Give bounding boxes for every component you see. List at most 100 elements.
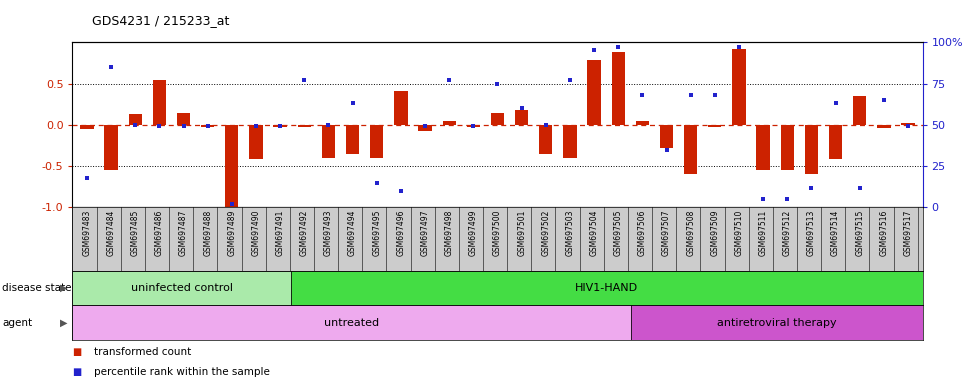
Point <box>200 123 215 129</box>
Text: GSM697503: GSM697503 <box>565 209 575 256</box>
Text: GSM697509: GSM697509 <box>710 209 720 256</box>
Bar <box>104 125 118 170</box>
Bar <box>153 80 166 125</box>
Bar <box>877 125 891 128</box>
Bar <box>72 305 631 340</box>
Text: ▶: ▶ <box>60 318 68 328</box>
Text: GSM697511: GSM697511 <box>758 209 768 255</box>
Point <box>369 179 384 185</box>
Bar <box>80 125 94 129</box>
Text: GSM697516: GSM697516 <box>879 209 889 256</box>
Text: GSM697485: GSM697485 <box>130 209 140 256</box>
Text: GSM697507: GSM697507 <box>662 209 671 256</box>
Point <box>466 123 481 129</box>
Bar <box>805 125 818 174</box>
Text: GSM697496: GSM697496 <box>396 209 406 256</box>
Point <box>562 77 578 83</box>
Text: GSM697495: GSM697495 <box>372 209 382 256</box>
Point <box>876 97 892 103</box>
Text: GSM697517: GSM697517 <box>903 209 913 256</box>
Point <box>755 196 771 202</box>
Bar <box>563 125 577 158</box>
Bar <box>273 125 287 127</box>
Point <box>224 201 240 207</box>
Bar <box>394 91 408 125</box>
Bar <box>587 60 601 125</box>
Bar <box>829 125 842 159</box>
Bar <box>201 125 214 127</box>
Point <box>393 188 409 194</box>
Bar <box>442 121 456 125</box>
Text: GSM697491: GSM697491 <box>275 209 285 256</box>
Point <box>417 123 433 129</box>
Text: GSM697484: GSM697484 <box>106 209 116 256</box>
Bar <box>370 125 384 158</box>
Point <box>248 123 264 129</box>
Text: GSM697500: GSM697500 <box>493 209 502 256</box>
Text: ■: ■ <box>72 347 82 357</box>
Point <box>900 123 916 129</box>
Text: GSM697504: GSM697504 <box>589 209 599 256</box>
Text: antiretroviral therapy: antiretroviral therapy <box>717 318 837 328</box>
Text: GSM697510: GSM697510 <box>734 209 744 256</box>
Bar <box>756 125 770 170</box>
Text: GSM697515: GSM697515 <box>855 209 865 256</box>
Text: ■: ■ <box>72 367 82 377</box>
Text: GSM697501: GSM697501 <box>517 209 526 256</box>
Text: uninfected control: uninfected control <box>130 283 233 293</box>
Point <box>514 105 529 111</box>
Text: GSM697488: GSM697488 <box>203 209 213 255</box>
Text: GSM697492: GSM697492 <box>299 209 309 256</box>
Text: transformed count: transformed count <box>94 347 191 357</box>
Text: GDS4231 / 215233_at: GDS4231 / 215233_at <box>92 14 229 27</box>
Point <box>804 184 819 190</box>
Point <box>345 100 360 106</box>
Text: GSM697490: GSM697490 <box>251 209 261 256</box>
Point <box>635 92 650 98</box>
Bar <box>322 125 335 158</box>
Bar <box>225 125 239 207</box>
Text: GSM697508: GSM697508 <box>686 209 696 256</box>
Bar <box>418 125 432 131</box>
Point <box>176 123 191 129</box>
Bar <box>631 305 923 340</box>
Point <box>297 77 312 83</box>
Bar <box>539 125 553 154</box>
Bar <box>611 52 625 125</box>
Text: percentile rank within the sample: percentile rank within the sample <box>94 367 270 377</box>
Text: GSM697512: GSM697512 <box>782 209 792 255</box>
Point <box>731 44 747 50</box>
Bar <box>708 125 722 127</box>
Bar <box>901 123 915 125</box>
Text: GSM697489: GSM697489 <box>227 209 237 256</box>
Point <box>586 47 602 53</box>
Point <box>683 92 698 98</box>
Text: GSM697502: GSM697502 <box>541 209 551 256</box>
Text: GSM697506: GSM697506 <box>638 209 647 256</box>
Bar <box>346 125 359 154</box>
Bar <box>491 113 504 125</box>
Point <box>128 122 143 128</box>
Point <box>852 184 867 190</box>
Point <box>828 100 843 106</box>
Point <box>79 175 95 181</box>
Text: GSM697514: GSM697514 <box>831 209 840 256</box>
Bar <box>636 121 649 125</box>
Text: GSM697494: GSM697494 <box>348 209 357 256</box>
Point <box>152 123 167 129</box>
Text: GSM697513: GSM697513 <box>807 209 816 256</box>
Text: agent: agent <box>2 318 32 328</box>
Text: disease state: disease state <box>2 283 71 293</box>
Bar <box>660 125 673 148</box>
Bar <box>249 125 263 159</box>
Point <box>490 81 505 87</box>
Text: GSM697505: GSM697505 <box>613 209 623 256</box>
Bar <box>177 113 190 125</box>
Text: GSM697486: GSM697486 <box>155 209 164 256</box>
Text: GSM697497: GSM697497 <box>420 209 430 256</box>
Text: HIV1-HAND: HIV1-HAND <box>575 283 639 293</box>
Bar <box>128 114 142 125</box>
Point <box>611 44 626 50</box>
Point <box>780 196 795 202</box>
Bar <box>515 110 528 125</box>
